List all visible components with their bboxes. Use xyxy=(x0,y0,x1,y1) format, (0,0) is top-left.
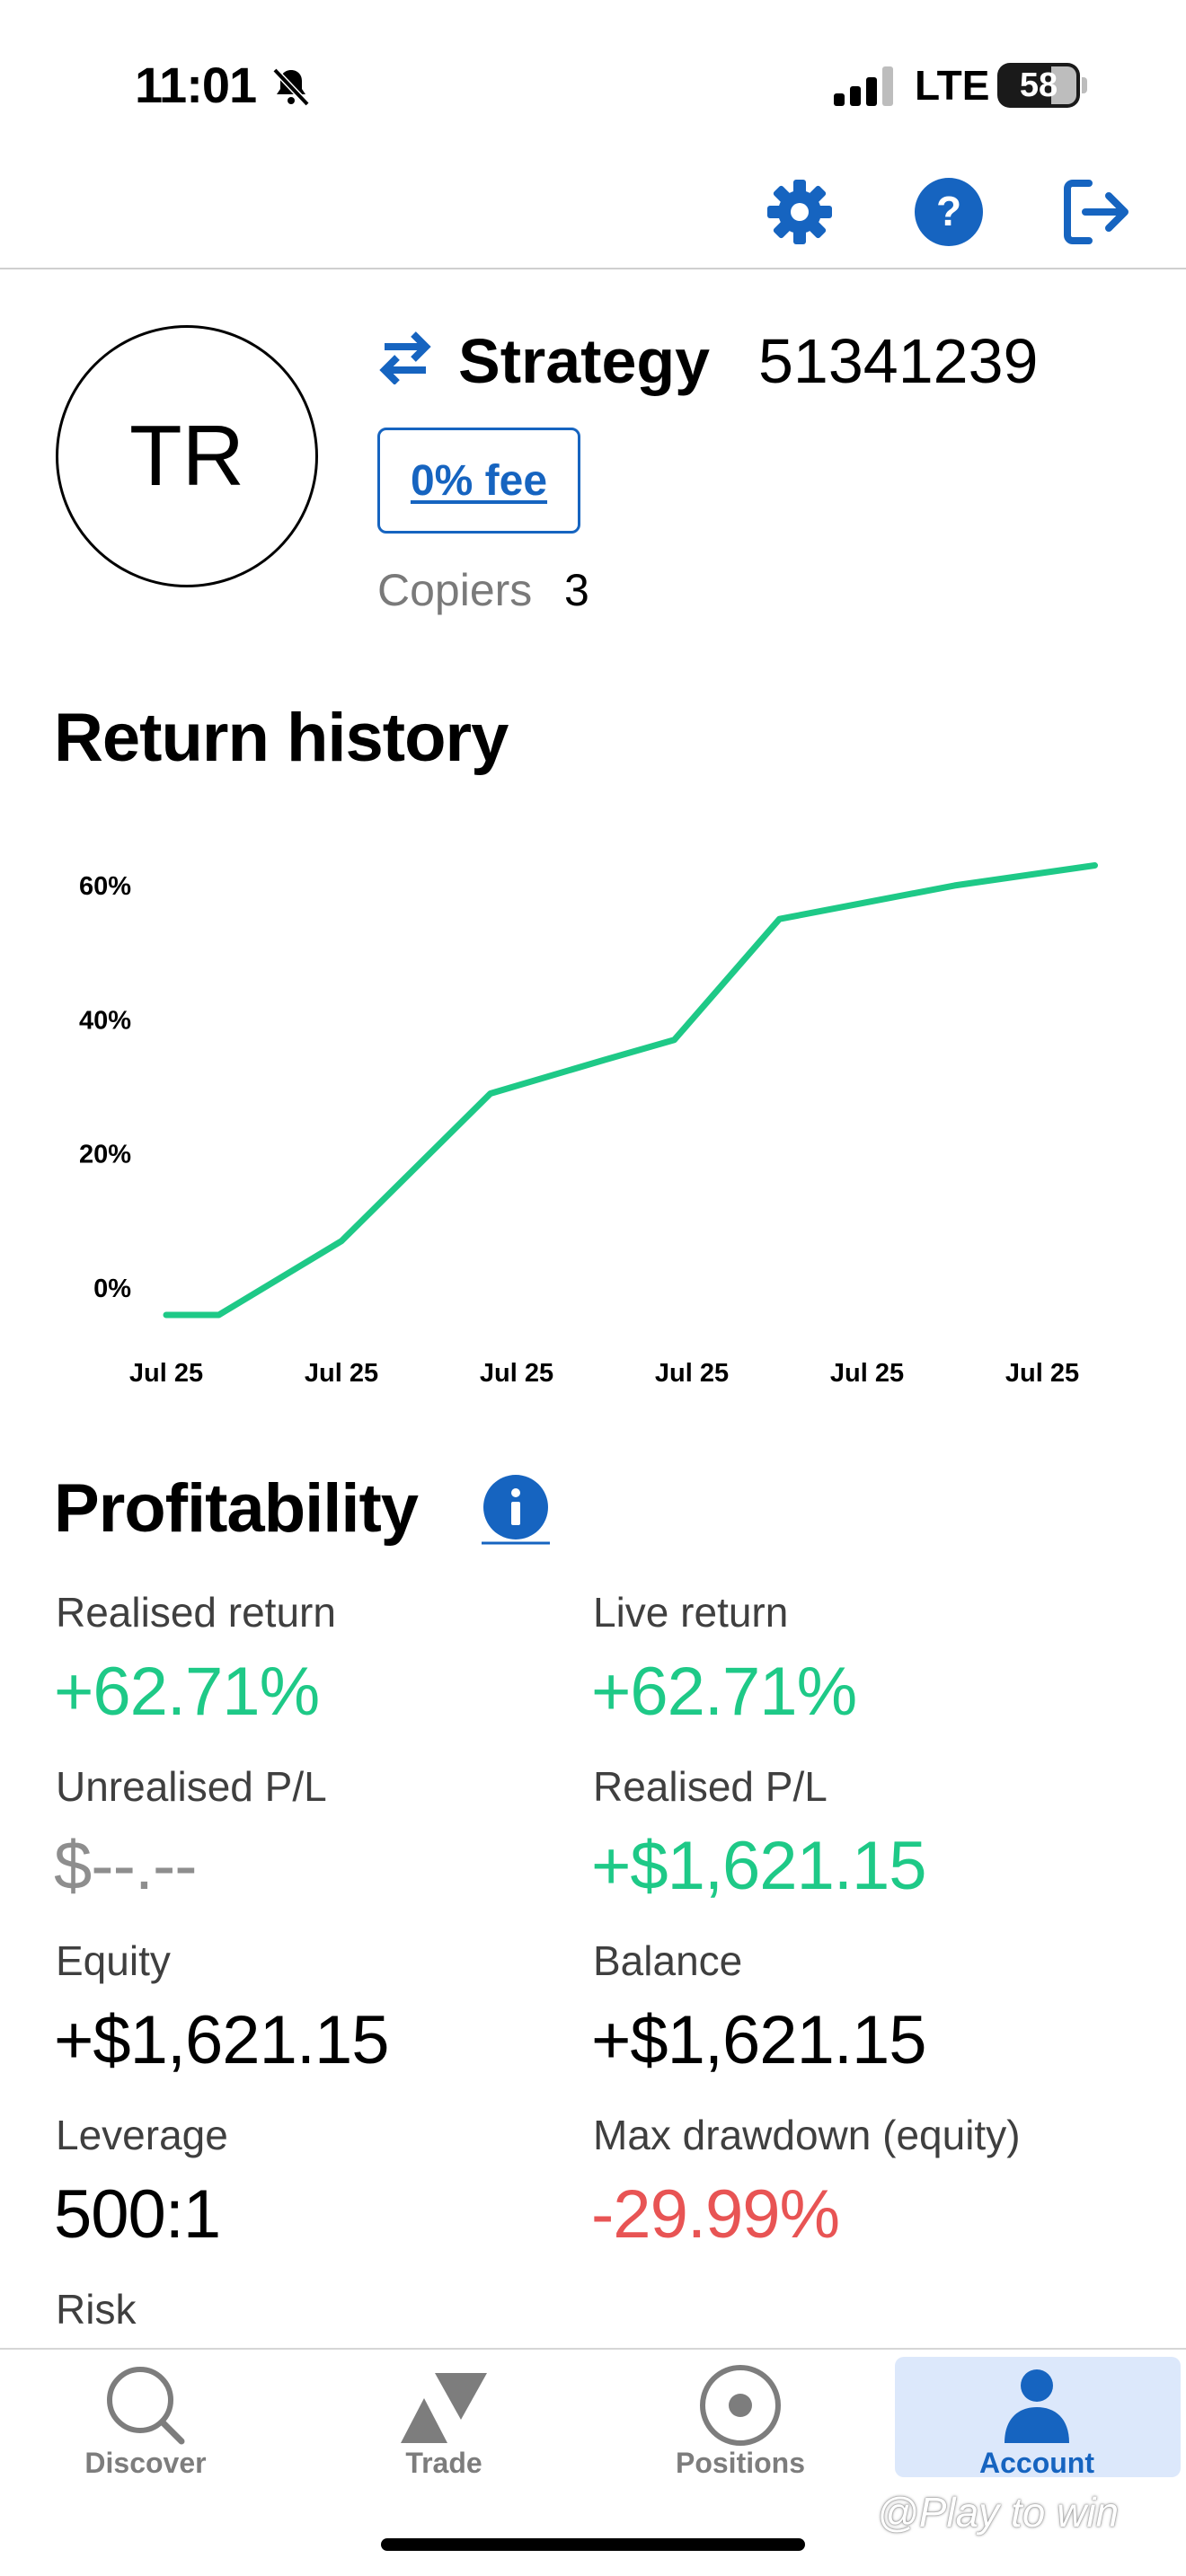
tab-account-label: Account xyxy=(979,2447,1094,2479)
metric-value-leverage: 500:1 xyxy=(54,2176,221,2253)
x-tick-label: Jul 25 xyxy=(129,1359,203,1388)
metric-value-balance: +$1,621.15 xyxy=(591,2002,926,2078)
metric-value-unrealised-pl: $--.-- xyxy=(54,1828,198,1904)
tab-discover-label: Discover xyxy=(84,2447,207,2479)
status-time: 11:01 xyxy=(135,57,257,113)
avatar: TR xyxy=(56,325,318,587)
x-tick-label: Jul 25 xyxy=(480,1359,553,1388)
logout-icon[interactable] xyxy=(1060,176,1132,248)
avatar-initials: TR xyxy=(129,408,244,504)
x-tick-label: Jul 25 xyxy=(1005,1359,1079,1388)
metric-label-live-return: Live return xyxy=(593,1589,789,1636)
watermark: @Play to win xyxy=(877,2489,1120,2536)
header-divider xyxy=(0,268,1186,269)
metric-label-realised-pl: Realised P/L xyxy=(593,1763,828,1810)
metric-label-max-drawdown: Max drawdown (equity) xyxy=(593,2112,1021,2158)
metric-value-realised-pl: +$1,621.15 xyxy=(591,1828,926,1904)
y-tick-label: 60% xyxy=(79,872,131,901)
y-tick-label: 40% xyxy=(79,1006,131,1035)
y-tick-label: 20% xyxy=(79,1141,131,1169)
battery-level: 58 xyxy=(1019,66,1058,104)
positions-icon xyxy=(700,2365,781,2446)
trade-icon xyxy=(401,2373,487,2443)
copy-trading-swap-icon xyxy=(379,331,431,384)
account-icon xyxy=(1005,2369,1069,2443)
return-history-chart: 60% 40% 20% 0% Jul 25 Jul 25 Jul 25 Jul 25 Jul … xyxy=(79,862,1098,1388)
svg-text:?: ? xyxy=(936,188,961,234)
fee-link[interactable]: 0% fee xyxy=(410,456,548,505)
metric-label-realised-return: Realised return xyxy=(56,1589,336,1636)
metric-value-realised-return: +62.71% xyxy=(54,1654,320,1730)
battery-cap xyxy=(1082,77,1087,93)
copiers-label: Copiers xyxy=(377,565,533,615)
info-icon[interactable] xyxy=(480,1473,552,1545)
cellular-signal-icon xyxy=(834,66,893,106)
strategy-label: Strategy xyxy=(458,326,711,396)
metric-label-balance: Balance xyxy=(593,1937,743,1984)
gear-icon[interactable] xyxy=(764,176,836,248)
tab-trade-label: Trade xyxy=(405,2447,482,2479)
home-indicator xyxy=(381,2538,805,2551)
fee-badge[interactable]: 0% fee xyxy=(377,428,580,534)
tabbar-divider xyxy=(0,2348,1186,2350)
return-history-title: Return history xyxy=(54,700,509,776)
network-type: LTE xyxy=(915,62,990,109)
bell-muted-icon xyxy=(272,67,310,107)
search-icon xyxy=(107,2367,185,2445)
metric-value-equity: +$1,621.15 xyxy=(54,2002,389,2078)
return-series-line xyxy=(163,862,1098,1319)
metric-value-max-drawdown: -29.99% xyxy=(591,2176,840,2253)
metric-label-equity: Equity xyxy=(56,1937,171,1984)
metric-value-live-return: +62.71% xyxy=(591,1654,857,1730)
metric-label-risk: Risk xyxy=(56,2286,137,2333)
strategy-id: 51341239 xyxy=(758,326,1039,396)
metric-label-leverage: Leverage xyxy=(56,2112,228,2158)
y-tick-label: 0% xyxy=(93,1275,131,1303)
profitability-title: Profitability xyxy=(54,1470,419,1547)
metric-label-unrealised-pl: Unrealised P/L xyxy=(56,1763,327,1810)
x-tick-label: Jul 25 xyxy=(655,1359,729,1388)
battery-indicator: 58 xyxy=(997,63,1080,108)
x-tick-label: Jul 25 xyxy=(830,1359,904,1388)
x-tick-label: Jul 25 xyxy=(305,1359,378,1388)
copiers-count: 3 xyxy=(564,565,589,615)
help-icon[interactable]: ? xyxy=(913,176,985,248)
tab-positions-label: Positions xyxy=(675,2447,805,2479)
